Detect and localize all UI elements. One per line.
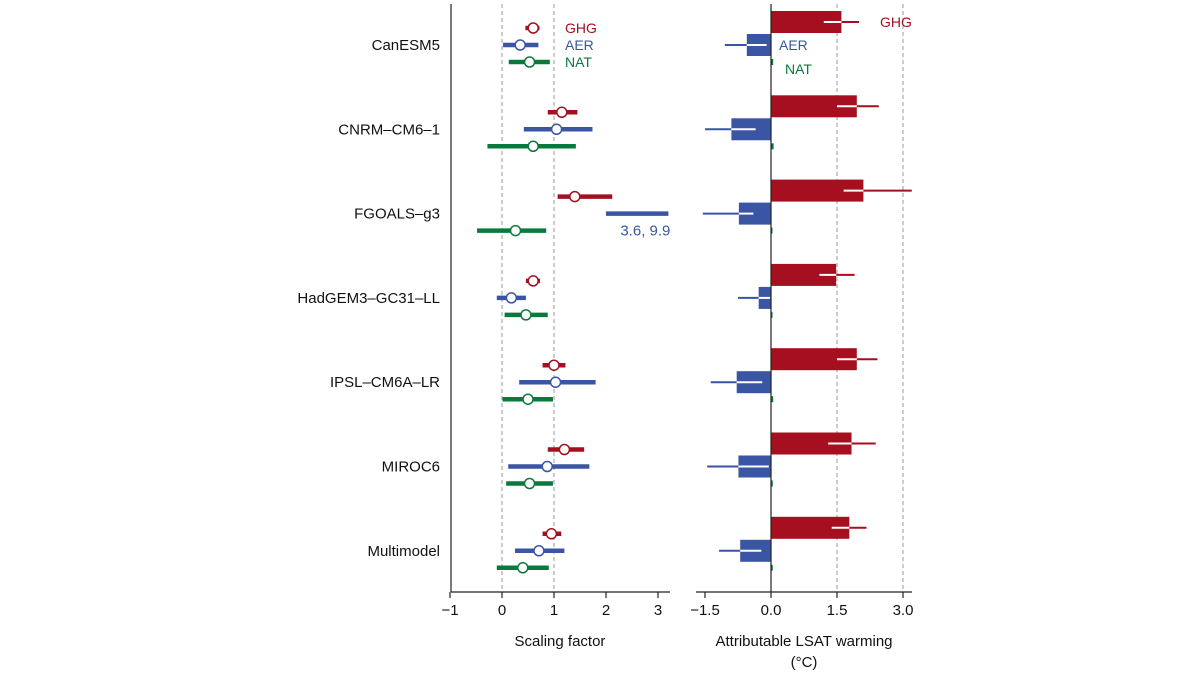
- nat-best-estimate-6: [517, 562, 529, 574]
- category-label-1: CNRM–CM6–1: [338, 121, 440, 138]
- right-legend-aer: AER: [779, 37, 808, 53]
- nat-best-estimate-3: [520, 309, 532, 321]
- category-label-2: FGOALS–g3: [354, 206, 440, 223]
- right-x-axis-unit: (°C): [791, 654, 818, 671]
- ghg-bar-6: [771, 516, 850, 539]
- nat-bar-5: [771, 480, 773, 487]
- nat-bar-4: [771, 396, 774, 403]
- ghg-bar-0: [771, 11, 842, 33]
- ghg-best-estimate-3: [527, 275, 539, 287]
- left-x-axis-label: Scaling factor: [515, 633, 606, 650]
- aer-best-estimate-0: [514, 39, 526, 51]
- right-x-tick-label-3: 3.0: [893, 602, 914, 619]
- ghg-best-estimate-5: [558, 443, 571, 456]
- nat-bar-1: [771, 143, 774, 150]
- nat-best-estimate-5: [523, 477, 536, 490]
- category-label-0: CanESM5: [372, 37, 440, 54]
- ghg-bar-1: [771, 95, 857, 118]
- nat-bar-0: [771, 59, 774, 65]
- aer-bar-2: [738, 202, 771, 225]
- nat-bar-6: [771, 564, 773, 571]
- right-legend-nat: NAT: [785, 61, 812, 77]
- ghg-best-estimate-4: [548, 359, 560, 371]
- left-legend-aer: AER: [565, 37, 594, 53]
- left-legend-nat: NAT: [565, 54, 592, 70]
- ghg-best-estimate-0: [527, 22, 539, 34]
- aer-best-estimate-4: [549, 376, 562, 388]
- ghg-best-estimate-2: [569, 190, 581, 203]
- right-x-tick-label-2: 1.5: [827, 602, 848, 619]
- ghg-bar-2: [771, 179, 864, 202]
- nat-best-estimate-2: [509, 224, 522, 237]
- aer-best-estimate-3: [505, 292, 518, 304]
- left-x-tick-label-3: 2: [602, 602, 610, 619]
- left-x-tick-label-4: 3: [654, 602, 662, 619]
- category-label-4: IPSL–CM6A–LR: [330, 374, 440, 391]
- aer-offscale-label-2: 3.6, 9.9: [620, 223, 670, 240]
- right-x-tick-label-0: −1.5: [690, 602, 720, 619]
- ghg-bar-5: [771, 432, 852, 455]
- category-label-3: HadGEM3–GC31–LL: [297, 290, 440, 307]
- category-label-5: MIROC6: [382, 459, 440, 476]
- category-label-6: Multimodel: [367, 543, 440, 560]
- left-x-tick-label-1: 0: [498, 602, 506, 619]
- right-x-tick-label-1: 0.0: [761, 602, 782, 619]
- right-legend-ghg: GHG: [880, 14, 912, 30]
- nat-best-estimate-0: [523, 56, 536, 68]
- left-x-tick-label-2: 1: [550, 602, 558, 619]
- ghg-bar-3: [771, 263, 837, 286]
- left-x-tick-label-0: −1: [441, 602, 458, 619]
- right-x-axis-label: Attributable LSAT warming: [715, 633, 892, 650]
- nat-best-estimate-1: [527, 140, 539, 153]
- ghg-bar-4: [771, 348, 857, 371]
- aer-best-estimate-6: [533, 545, 545, 557]
- nat-bar-2: [771, 227, 773, 234]
- aer-best-estimate-5: [541, 460, 553, 473]
- scaling-factor-panel: CanESM5 CNRM–CM6–1 FGOALS–g3 HadGEM3–GC31–L…: [297, 4, 670, 650]
- nat-best-estimate-4: [522, 393, 534, 405]
- nat-bar-3: [771, 311, 773, 318]
- ghg-best-estimate-1: [556, 106, 568, 119]
- left-legend-ghg: GHG: [565, 20, 597, 36]
- ghg-best-estimate-6: [545, 528, 558, 540]
- aer-best-estimate-1: [550, 123, 563, 136]
